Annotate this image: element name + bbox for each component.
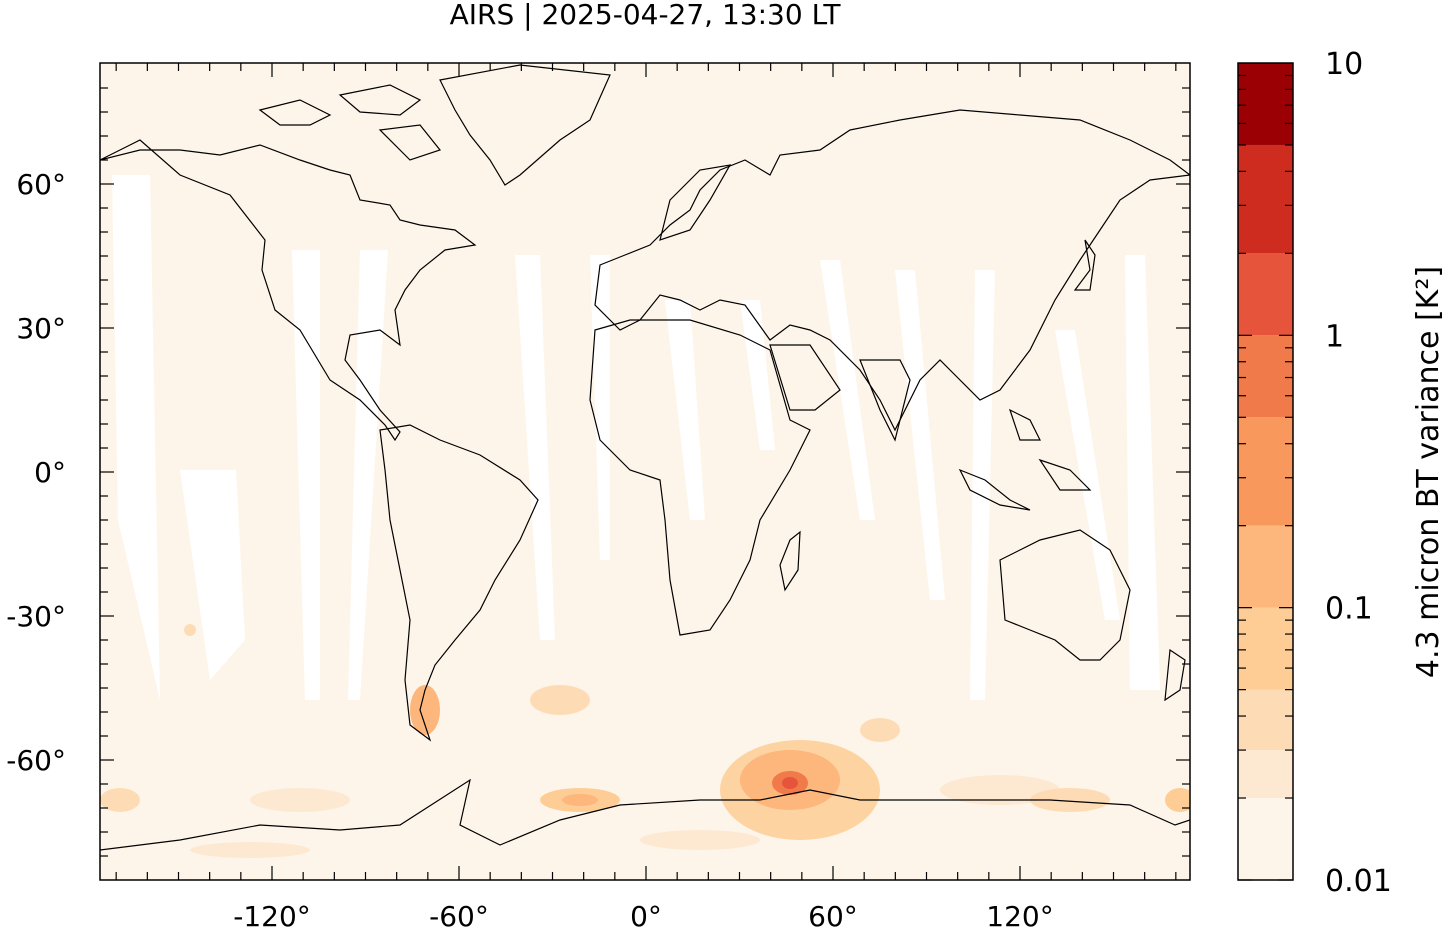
- colorbar: [1237, 62, 1294, 881]
- colorbar-level: [1238, 689, 1293, 751]
- colorbar-tick-label: 1: [1325, 319, 1344, 354]
- colorbar-level: [1238, 750, 1293, 799]
- colorbar-level: [1238, 525, 1293, 608]
- x-tick-label: -120°: [233, 900, 311, 930]
- colorbar-level: [1238, 144, 1293, 254]
- colorbar-level: [1238, 607, 1293, 690]
- coastlines: [100, 64, 1190, 851]
- map-title: AIRS | 2025-04-27, 13:30 LT: [449, 0, 841, 31]
- y-tick-label: 60°: [16, 168, 66, 201]
- y-tick-label: -60°: [6, 744, 66, 777]
- x-axis-labels: -120° -60° 0° 60° 120°: [233, 900, 1054, 930]
- colorbar-frame: [1237, 62, 1294, 881]
- colorbar-tick-label: 0.1: [1325, 592, 1373, 627]
- colorbar-tick-label: 10: [1325, 47, 1363, 82]
- x-tick-label: 60°: [808, 900, 858, 930]
- colorbar-level: [1238, 253, 1293, 336]
- colorbar-level: [1238, 798, 1293, 880]
- colorbar-level: [1238, 417, 1293, 526]
- variance-field: [100, 624, 1190, 858]
- y-tick-label: 30°: [16, 312, 66, 345]
- colorbar-labels: 10 1 0.1 0.01: [1325, 47, 1392, 899]
- map-background: [100, 63, 1190, 880]
- colorbar-level: [1238, 335, 1293, 418]
- x-tick-label: 0°: [630, 900, 662, 930]
- axis-ticks: [100, 63, 1190, 880]
- x-tick-label: -60°: [429, 900, 489, 930]
- orbit-gaps: [112, 175, 1160, 700]
- x-tick-label: 120°: [986, 900, 1053, 930]
- colorbar-title: 4.3 micron BT variance [K²]: [1411, 266, 1442, 678]
- y-tick-label: 0°: [34, 456, 66, 489]
- colorbar-ticks: [1238, 74, 1293, 881]
- y-tick-label: -30°: [6, 600, 66, 633]
- colorbar-tick-label: 0.01: [1325, 864, 1392, 899]
- y-axis-labels: 60° 30° 0° -30° -60°: [6, 168, 66, 777]
- colorbar-level: [1238, 63, 1293, 145]
